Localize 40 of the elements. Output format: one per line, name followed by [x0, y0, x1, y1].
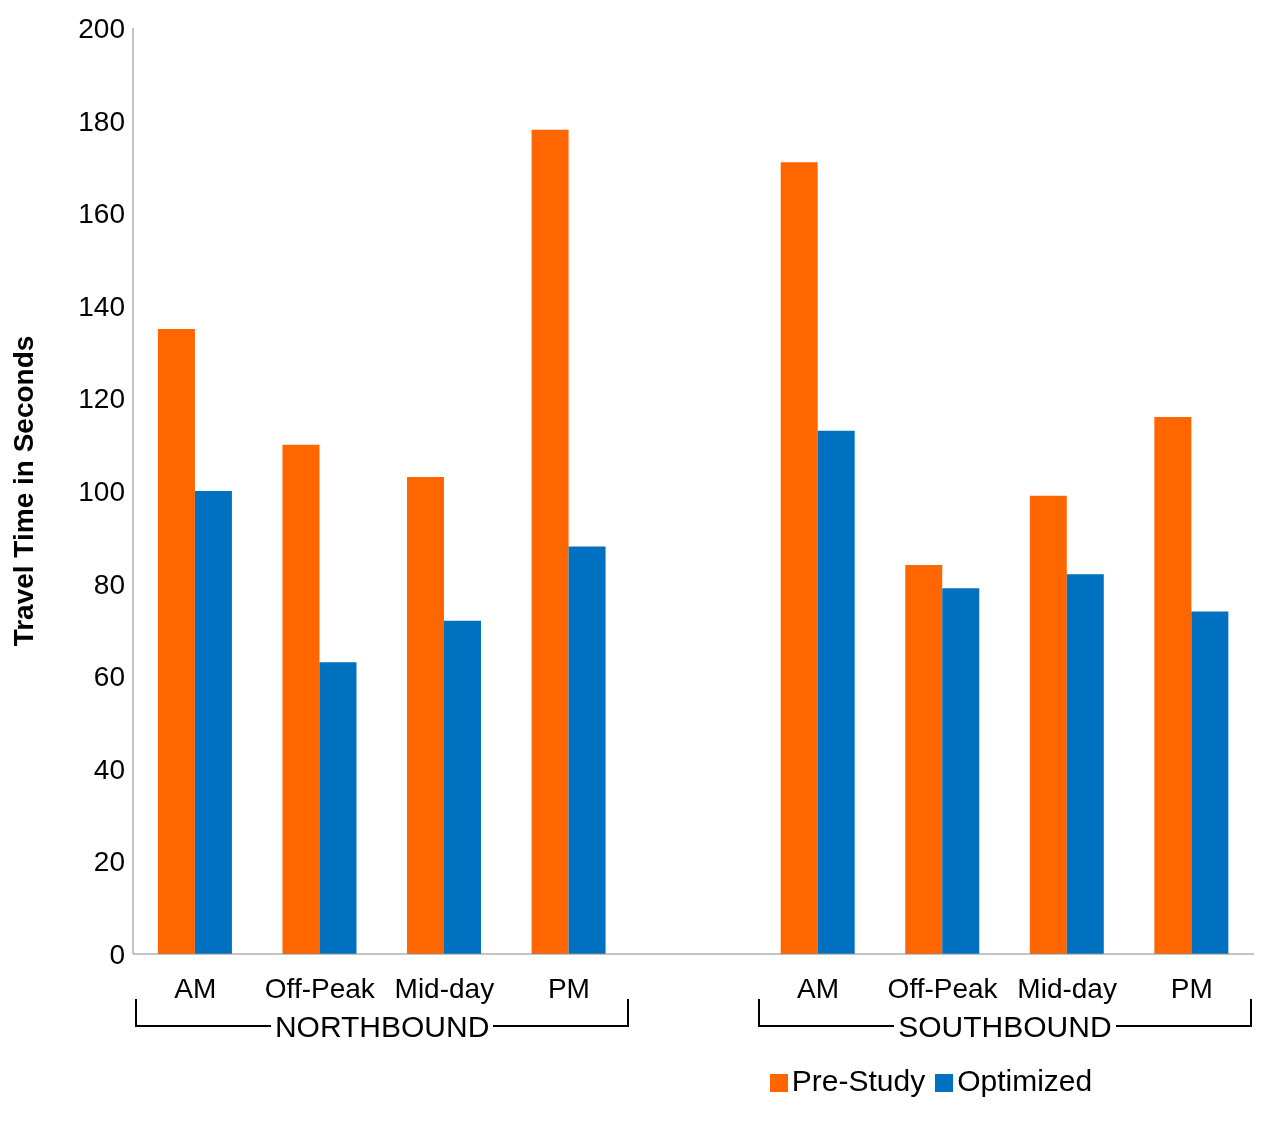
bar	[1029, 495, 1067, 954]
bar	[194, 491, 232, 954]
y-axis-title: Travel Time in Seconds	[7, 335, 39, 647]
y-tick-label: 180	[78, 105, 125, 137]
y-tick-label: 120	[78, 383, 125, 415]
x-tick-label: AM	[174, 972, 217, 1004]
bar	[319, 662, 357, 954]
x-tick-label: PM	[547, 972, 590, 1004]
y-tick-label: 160	[78, 198, 125, 230]
bar	[905, 565, 943, 954]
x-tick-label: Off-Peak	[264, 972, 376, 1004]
bar	[942, 588, 980, 954]
y-tick-label: 200	[78, 12, 125, 44]
x-tick-label: Mid-day	[1017, 972, 1117, 1004]
x-tick-label: PM	[1170, 972, 1213, 1004]
x-tick-label: Mid-day	[394, 972, 495, 1004]
bar	[780, 162, 818, 954]
x-tick-label: AM	[797, 972, 840, 1004]
y-tick-label: 140	[78, 290, 125, 322]
y-tick-label: 0	[109, 938, 125, 970]
x-tick-label: Off-Peak	[887, 972, 999, 1004]
bar	[817, 430, 855, 954]
bar	[444, 620, 482, 954]
bar	[1154, 416, 1192, 954]
bar	[1066, 574, 1104, 954]
legend-label: Pre-Study	[791, 1064, 926, 1097]
y-tick-label: 60	[93, 661, 125, 693]
y-tick-label: 20	[93, 846, 125, 878]
bar	[157, 328, 195, 954]
y-tick-label: 100	[78, 475, 125, 507]
bar	[568, 546, 606, 954]
bar	[531, 129, 569, 954]
y-tick-label: 80	[93, 568, 125, 600]
text: NORTHBOUND	[270, 1010, 494, 1043]
bar	[1191, 611, 1229, 954]
bar	[407, 477, 445, 954]
y-tick-label: 40	[93, 753, 125, 785]
text: SOUTHBOUND	[894, 1010, 1116, 1043]
legend-label: Optimized	[957, 1064, 1093, 1097]
bar	[282, 444, 320, 954]
